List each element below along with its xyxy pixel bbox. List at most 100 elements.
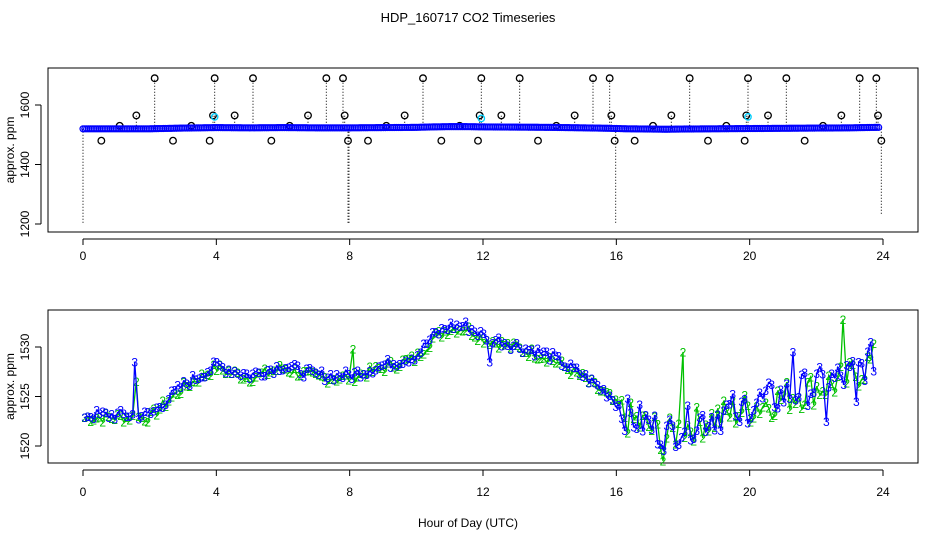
series-2-marker: 2 [306,364,313,378]
series-2-marker: 2 [558,354,565,368]
x-tick-label: 20 [743,485,757,499]
series-3-marker: 3 [672,440,679,454]
x-tick-label: 0 [80,249,87,263]
series-2-marker: 2 [126,414,133,428]
series-2-marker: 2 [363,371,370,385]
series-2-marker: 2 [603,386,610,400]
series-2-marker: 2 [525,350,532,364]
series-3-marker: 3 [120,407,127,421]
series-3-marker: 3 [198,370,205,384]
series-3-marker: 3 [87,410,94,424]
series-2-marker: 2 [549,354,556,368]
series-3-marker: 3 [777,383,784,397]
series-3-marker: 3 [420,337,427,351]
series-3-marker: 3 [126,410,133,424]
series-2-marker: 2 [120,415,127,429]
series-3-marker: 3 [564,361,571,375]
series-2-marker: 2 [768,411,775,425]
series-3-marker: 3 [795,391,802,405]
series-3-marker: 3 [366,365,373,379]
series-3-marker: 3 [465,325,472,339]
plot-frame [47,67,919,233]
series-2-marker: 2 [387,355,394,369]
series-3-marker: 3 [276,364,283,378]
series-3-marker: 3 [171,383,178,397]
series-2-marker: 2 [567,368,574,382]
series-2-marker: 2 [165,395,172,409]
series-3-marker: 3 [633,422,640,436]
raw-sample-point [589,74,597,83]
series-2-marker: 2 [414,346,421,360]
series-3-marker: 3 [807,387,814,401]
series-3-marker: 3 [723,398,730,412]
series-3-marker: 3 [492,333,499,347]
series-2-marker: 2 [696,415,703,429]
series-2-marker: 2 [213,364,220,378]
series-2-marker: 2 [810,399,817,413]
raw-sample-point [249,74,257,83]
series-2-marker: 2 [279,362,286,376]
series-3-marker: 3 [513,337,520,351]
raw-sample-point [132,111,141,120]
series-3-marker: 3 [741,393,748,407]
raw-sample-point [874,111,882,120]
highlight-point [477,114,486,123]
series-3-marker: 3 [462,315,469,329]
series-3-marker: 3 [306,361,313,375]
series-3-marker: 3 [720,404,727,418]
series-3-marker: 3 [483,333,490,347]
series-3-marker: 3 [174,379,181,393]
series-3-marker: 3 [216,359,223,373]
series-2-marker: 2 [822,388,829,402]
x-tick-label: 16 [610,485,624,499]
series-3-marker: 3 [600,383,607,397]
series-2-marker: 2 [753,399,760,413]
series-2-marker: 2 [384,357,391,371]
series-3-marker: 3 [399,357,406,371]
raw-sample-point [667,111,676,120]
series-2-marker: 2 [870,337,877,351]
raw-sample-point [740,136,749,145]
series-3-marker: 3 [93,404,100,418]
series-2-marker: 2 [630,412,637,426]
series-3-marker: 3 [189,369,196,383]
series-3-marker: 3 [345,368,352,382]
series-3-marker: 3 [429,325,436,339]
series-2-marker: 2 [786,403,793,417]
x-tick-label: 8 [346,249,353,263]
series-3-marker: 3 [288,360,295,374]
series-3-marker: 3 [348,372,355,386]
raw-sample-point [210,74,219,83]
series-3-marker: 3 [627,406,634,420]
y-tick-label: 1600 [18,91,32,118]
x-tick-label: 24 [876,249,890,263]
series-2-marker: 2 [780,389,787,403]
series-3-marker: 3 [252,365,259,379]
series-2-marker: 2 [771,409,778,423]
series-3-marker: 3 [240,367,247,381]
series-2-marker: 2 [498,334,505,348]
series-3-marker: 3 [810,386,817,400]
series-3-marker: 3 [729,387,736,401]
series-3-marker: 3 [294,359,301,373]
series-3-marker: 3 [753,396,760,410]
raw-sample-point [534,136,542,145]
series-2-marker: 2 [180,375,187,389]
series-3-marker: 3 [843,359,850,373]
series-3-marker: 3 [204,366,211,380]
series-3-marker: 3 [858,356,865,370]
series-3-marker: 3 [264,364,271,378]
raw-sample-point [610,136,619,145]
series-2-marker: 2 [624,426,631,440]
series-2-marker: 2 [732,417,739,431]
series-3-marker: 3 [693,424,700,438]
series-3-marker: 3 [522,342,529,356]
raw-sample-point [477,74,486,83]
x-tick-label: 0 [80,485,87,499]
series-3-marker: 3 [651,409,658,423]
series-3-marker: 3 [747,411,754,425]
series-3-marker: 3 [786,392,793,406]
series-2-marker: 2 [183,380,190,394]
series-3-marker: 3 [360,367,367,381]
series-3-marker: 3 [831,371,838,385]
